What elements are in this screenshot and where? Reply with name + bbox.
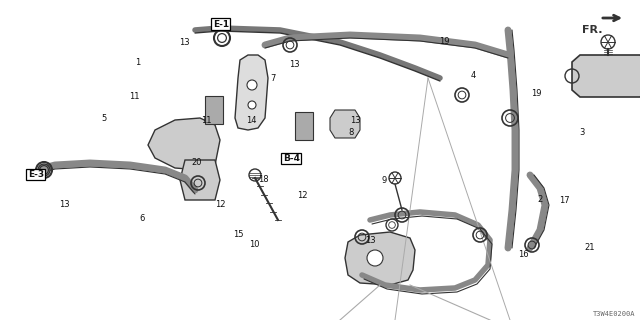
Text: 10: 10: [250, 240, 260, 249]
Bar: [295, 112, 313, 140]
Polygon shape: [235, 55, 268, 130]
Text: 18: 18: [259, 175, 269, 184]
Text: 12: 12: [215, 200, 225, 209]
Text: 13: 13: [365, 236, 375, 245]
Text: 19: 19: [439, 37, 449, 46]
Text: 5: 5: [101, 114, 106, 123]
Text: 11: 11: [201, 116, 211, 124]
Text: 2: 2: [538, 195, 543, 204]
Text: 14: 14: [246, 116, 257, 125]
Polygon shape: [345, 232, 415, 285]
Text: 11: 11: [129, 92, 140, 100]
Text: 4: 4: [471, 71, 476, 80]
Polygon shape: [330, 110, 360, 138]
Circle shape: [247, 80, 257, 90]
Text: FR.: FR.: [582, 25, 602, 35]
Text: 8: 8: [348, 128, 353, 137]
Text: 20: 20: [192, 158, 202, 167]
Text: E-3: E-3: [28, 170, 44, 179]
Circle shape: [248, 101, 256, 109]
Text: 17: 17: [559, 196, 570, 205]
Text: 7: 7: [270, 74, 275, 83]
Text: 15: 15: [234, 230, 244, 239]
Text: 16: 16: [518, 250, 529, 259]
Polygon shape: [180, 160, 220, 200]
Text: T3W4E0200A: T3W4E0200A: [593, 311, 635, 317]
Polygon shape: [148, 118, 220, 170]
Circle shape: [38, 164, 50, 176]
Polygon shape: [572, 55, 640, 97]
Text: 19: 19: [531, 89, 541, 98]
Text: 6: 6: [140, 214, 145, 223]
Text: 21: 21: [585, 243, 595, 252]
Text: 1: 1: [135, 58, 140, 67]
Text: E-1: E-1: [212, 20, 229, 28]
Text: B-4: B-4: [283, 154, 300, 163]
Text: 13: 13: [59, 200, 69, 209]
Text: 13: 13: [350, 116, 360, 124]
Text: 3: 3: [580, 128, 585, 137]
Text: 13: 13: [179, 38, 189, 47]
Circle shape: [367, 250, 383, 266]
Text: 9: 9: [381, 176, 387, 185]
Bar: [205, 96, 223, 124]
Text: 12: 12: [298, 191, 308, 200]
Text: 13: 13: [289, 60, 300, 68]
